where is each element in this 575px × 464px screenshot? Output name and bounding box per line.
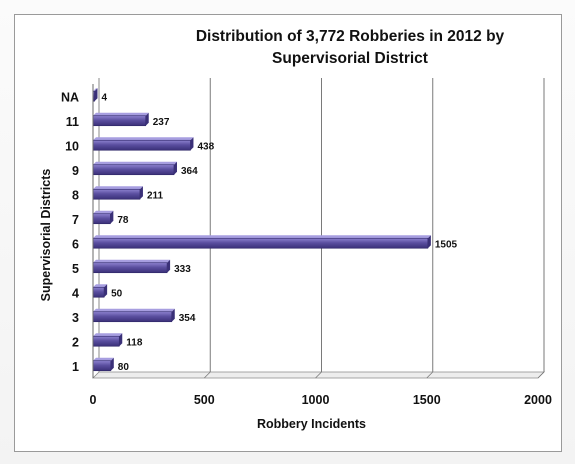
bar-top-face xyxy=(93,112,149,116)
bar-side-face xyxy=(173,161,177,175)
data-label: 1505 xyxy=(435,239,458,250)
data-label: 78 xyxy=(117,215,129,226)
y-tick-label: 8 xyxy=(72,188,79,202)
y-tick-label: 3 xyxy=(72,311,79,325)
bar xyxy=(92,213,111,225)
x-tick-label: 1500 xyxy=(413,393,441,407)
y-axis-title: Supervisorial Districts xyxy=(39,169,53,302)
bar xyxy=(92,262,168,274)
data-label: 333 xyxy=(174,264,191,275)
bar xyxy=(92,164,175,176)
bar xyxy=(92,237,429,249)
y-tick-label: 9 xyxy=(72,164,79,178)
gridline-foot xyxy=(426,371,434,379)
gridline-foot xyxy=(537,371,545,379)
bar-side-face xyxy=(104,284,108,298)
data-label: 354 xyxy=(179,313,196,324)
bar-top-face xyxy=(93,161,177,165)
bar-side-face xyxy=(110,357,114,371)
bar-side-face xyxy=(190,137,194,151)
bar-side-face xyxy=(94,88,98,102)
bar xyxy=(92,286,105,298)
bar-top-face xyxy=(93,235,431,239)
y-tick-label: 10 xyxy=(65,139,79,153)
x-tick-label: 2000 xyxy=(524,393,552,407)
data-label: 4 xyxy=(102,92,108,103)
data-label: 50 xyxy=(111,288,123,299)
y-tick-label: 4 xyxy=(72,286,79,300)
data-labels: 80 118 354 50 333 1505 78 211 364 438 237 4 xyxy=(102,92,458,373)
bar-side-face xyxy=(119,333,123,347)
y-tick-label: 1 xyxy=(72,360,79,374)
bar-side-face xyxy=(145,112,149,126)
bar xyxy=(92,188,141,200)
bar-top-face xyxy=(93,284,108,288)
x-tick-label: 500 xyxy=(194,393,215,407)
y-tick-label: 11 xyxy=(66,115,79,129)
bar xyxy=(92,139,191,151)
bar xyxy=(92,335,120,347)
bar xyxy=(92,115,147,127)
bar-top-face xyxy=(93,137,194,141)
gridline-foot xyxy=(315,371,322,379)
bar-top-face xyxy=(93,88,98,92)
y-tick-label: NA xyxy=(61,90,79,104)
bars xyxy=(92,88,431,372)
bar-top-face xyxy=(93,186,143,190)
data-label: 237 xyxy=(153,117,170,128)
x-axis-title: Robbery Incidents xyxy=(257,417,366,431)
bar-side-face xyxy=(427,235,431,249)
data-label: 438 xyxy=(197,141,214,152)
gridlines xyxy=(92,78,545,379)
data-label: 80 xyxy=(118,362,130,373)
data-label: 364 xyxy=(181,166,198,177)
chart-frame xyxy=(14,14,562,452)
x-tick-label: 1000 xyxy=(302,393,330,407)
bar xyxy=(92,311,173,323)
bar-top-face xyxy=(93,308,175,312)
chart-title: Distribution of 3,772 Robberies in 2012 … xyxy=(195,28,505,67)
bar-side-face xyxy=(110,210,114,224)
bar-top-face xyxy=(93,357,114,361)
data-label: 118 xyxy=(126,337,143,348)
y-tick-label: 6 xyxy=(72,237,79,251)
bar-top-face xyxy=(93,259,171,263)
gridline-foot xyxy=(203,371,211,379)
bar-side-face xyxy=(171,308,175,322)
bar-top-face xyxy=(93,333,123,337)
bar-top-face xyxy=(93,210,114,214)
y-tick-label: 7 xyxy=(72,213,79,227)
bar-side-face xyxy=(139,186,143,200)
data-label: 211 xyxy=(147,190,164,201)
y-tick-label: 5 xyxy=(72,262,79,276)
x-tick-label: 0 xyxy=(90,393,97,407)
y-tick-label: 2 xyxy=(72,335,79,349)
bar-side-face xyxy=(167,259,171,273)
bar xyxy=(92,360,112,372)
